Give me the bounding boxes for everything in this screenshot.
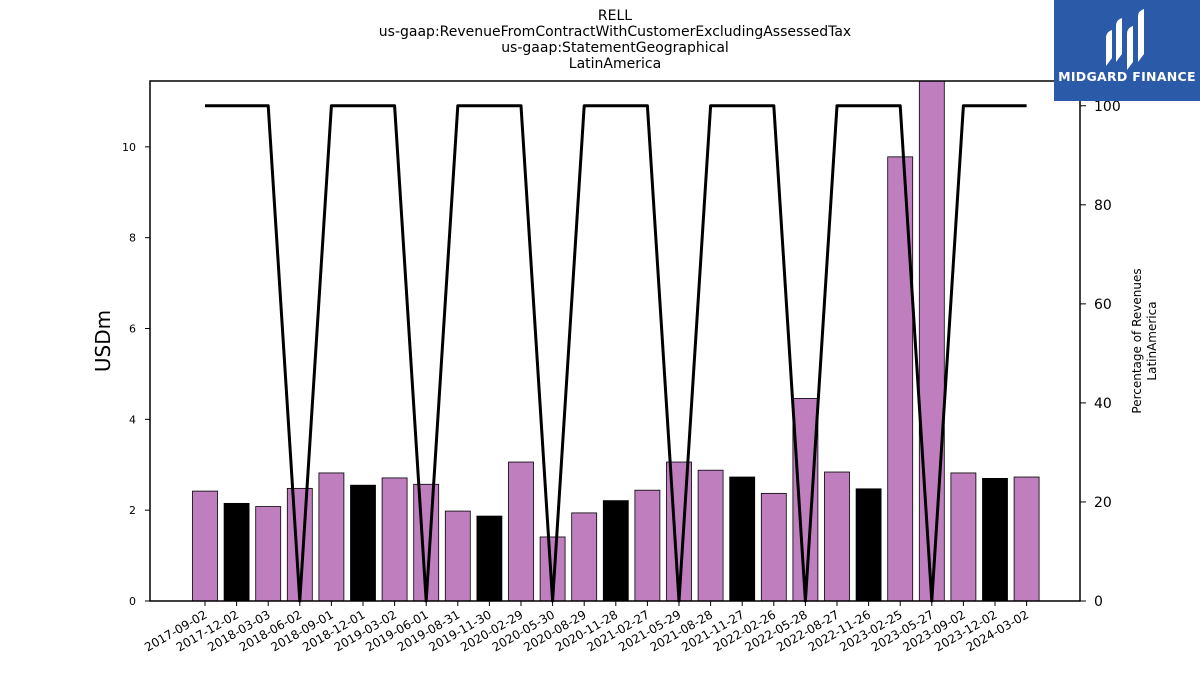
chart-title-line-3: us-gaap:StatementGeographical — [501, 40, 729, 56]
y-tick-label: 2 — [129, 504, 136, 517]
y2-axis-label-line-1: Percentage of Revenues — [1130, 268, 1144, 413]
y-tick-label: 4 — [129, 413, 136, 426]
logo-mark-icon — [1106, 9, 1144, 70]
bar — [476, 515, 503, 602]
y2-tick-label: 40 — [1094, 396, 1112, 412]
bar — [697, 469, 724, 602]
percentage-line-series — [205, 104, 1027, 603]
bar — [760, 492, 787, 602]
chart-title-line-4: LatinAmerica — [568, 56, 662, 72]
bar — [255, 506, 282, 602]
y2-tick-label: 80 — [1094, 198, 1112, 214]
bar — [792, 398, 819, 602]
y-axis-label: USDm — [91, 310, 115, 372]
y2-tick-label: 20 — [1094, 495, 1112, 511]
bar — [1013, 476, 1040, 602]
bar — [192, 490, 218, 602]
bar — [444, 510, 471, 602]
bar — [634, 489, 661, 602]
y2-tick-label: 100 — [1094, 99, 1121, 115]
bar — [318, 472, 345, 602]
logo-text: MIDGARD FINANCE — [1058, 69, 1196, 84]
bar — [918, 80, 945, 602]
bar — [571, 512, 598, 602]
y-tick-label: 10 — [122, 141, 136, 154]
bar — [950, 472, 977, 602]
midgard-finance-logo: MIDGARD FINANCE — [1054, 0, 1200, 101]
bar — [223, 502, 250, 602]
y-tick-label: 0 — [129, 595, 136, 608]
bar — [508, 461, 534, 602]
y2-tick-label: 60 — [1094, 297, 1112, 313]
y-tick-label: 8 — [129, 232, 136, 245]
bar — [729, 476, 756, 602]
bar — [381, 477, 408, 602]
bar — [982, 477, 1008, 602]
percentage-line — [205, 104, 1027, 603]
chart-title-line-2: us-gaap:RevenueFromContractWithCustomerE… — [378, 24, 852, 40]
bar — [350, 484, 376, 602]
bar — [855, 488, 882, 602]
y-tick-label: 6 — [129, 323, 136, 336]
bar — [824, 471, 850, 602]
plot-frame — [149, 80, 1081, 602]
chart-title-line-1: RELL — [597, 8, 633, 24]
y2-tick-label: 0 — [1094, 594, 1103, 610]
bar — [602, 500, 629, 602]
bar-series — [192, 80, 1040, 602]
y2-axis-label-line-2: LatinAmerica — [1145, 301, 1159, 380]
